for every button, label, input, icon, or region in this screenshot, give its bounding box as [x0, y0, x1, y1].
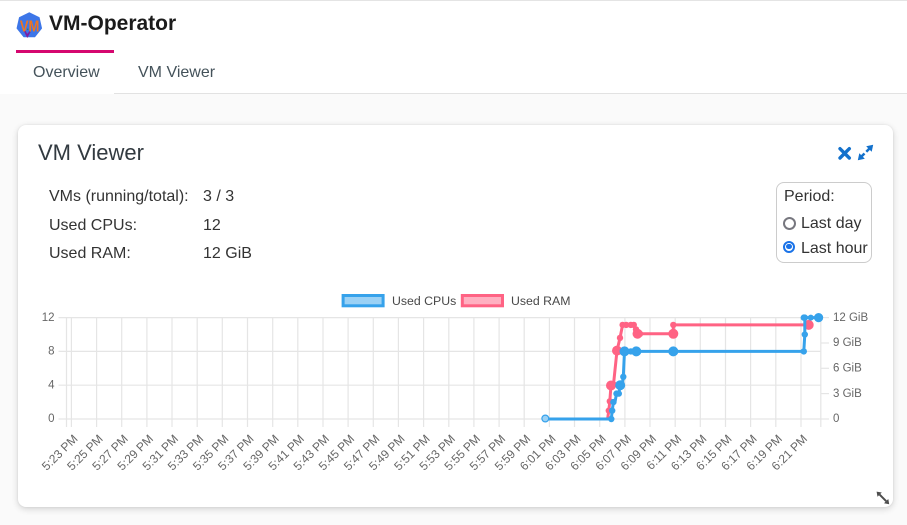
svg-text:Used CPUs: Used CPUs	[392, 294, 456, 308]
svg-text:8: 8	[48, 346, 54, 358]
svg-text:0: 0	[48, 413, 54, 425]
svg-text:9 GiB: 9 GiB	[833, 337, 862, 349]
svg-text:Used RAM: Used RAM	[511, 294, 570, 308]
svg-text:3 GiB: 3 GiB	[833, 388, 862, 400]
svg-text:VM: VM	[19, 18, 39, 35]
svg-text:12 GiB: 12 GiB	[833, 312, 868, 324]
svg-text:4: 4	[48, 379, 55, 391]
svg-text:12: 12	[42, 312, 55, 324]
svg-text:0: 0	[833, 413, 839, 425]
svg-text:6 GiB: 6 GiB	[833, 363, 862, 375]
